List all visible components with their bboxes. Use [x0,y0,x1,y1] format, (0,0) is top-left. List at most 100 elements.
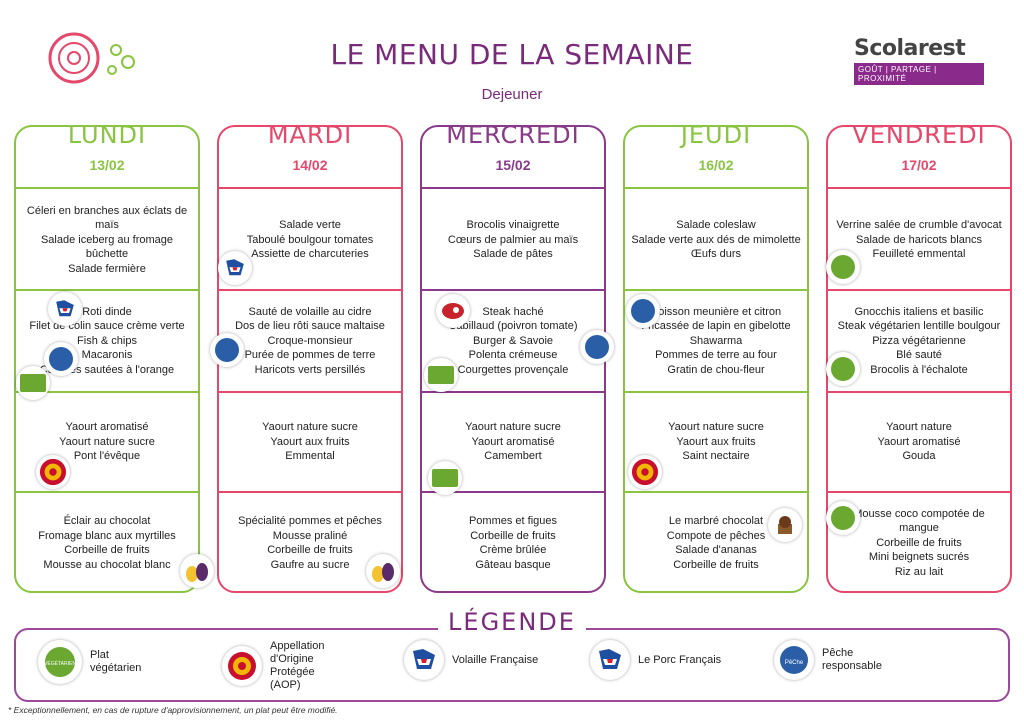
menu-item: Yaourt aromatisé [65,421,149,434]
bio-icon [428,461,462,495]
section-divider [422,391,604,393]
day-date: 13/02 [89,157,125,173]
menu-item: Cœurs de palmier au maïs [447,233,579,246]
menu-item: Salade fermière [68,262,146,275]
menu-item: Œufs durs [690,248,742,261]
menu-section-entrees: Salade coleslaw Salade verte aux dés de m… [625,191,807,289]
page-subtitle: Dejeuner [481,86,543,103]
vegetarian-icon [826,352,860,386]
menu-item: Camembert [484,450,542,463]
cake-icon [768,508,802,542]
aop-icon [222,646,262,686]
menu-section-plats: Steak haché Cabillaud (poivron tomate) Bur… [422,291,604,391]
menu-item: Éclair au chocolat [63,515,151,527]
menu-item: Haricots verts persillés [254,363,366,376]
menu-item: Salade de pâtes [473,248,553,261]
menu-item: Steak végétarien lentille boulgour [837,320,1001,333]
legend-item-porc: Le Porc Français [590,640,721,680]
menu-item: Yaourt nature sucre [668,421,764,434]
menu-item: Purée de pommes de terre [244,349,376,362]
menu-item: Yaourt aromatisé [471,435,555,448]
menu-section-plats: Gnocchis italiens et basilic Steak végéta… [828,291,1010,391]
menu-item: Brocolis à l'échalote [870,363,968,376]
section-divider [16,391,198,393]
menu-item: Riz au lait [894,565,944,578]
bio-icon [424,358,458,392]
day-name: JEUDI [674,127,758,149]
menu-item: Mousse coco compotée de mangue [853,507,985,535]
day-header: JEUDI 16/02 [625,127,807,189]
menu-item: Gouda [902,450,936,463]
menu-item: Yaourt nature sucre [262,421,358,434]
brand-logo: Scolarest GOÛT | PARTAGE | PROXIMITÉ [854,36,984,86]
menu-item: Yaourt aux fruits [270,435,350,448]
menu-section-laitiers: Yaourt nature sucre Yaourt aromatisé Camem… [422,393,604,491]
vegetarian-icon [826,250,860,284]
menu-section-entrees: Salade verte Taboulé boulgour tomates Assi… [219,191,401,289]
porc-francais-icon [48,292,82,326]
menu-section-desserts: Mousse coco compotée de mangue Corbeille … [828,493,1010,591]
menu-item: Pommes de terre au four [655,349,777,362]
menu-item: Courgettes provençale [457,363,569,376]
menu-item: Fricassée de lapin en gibelotte [641,320,791,333]
menu-item: Yaourt aux fruits [676,435,756,448]
menu-item: Salade de haricots blancs [856,233,982,246]
section-divider [422,491,604,493]
section-divider [828,391,1010,393]
menu-item: Corbeille de fruits [267,544,353,556]
menu-section-entrees: Brocolis vinaigrette Cœurs de palmier au … [422,191,604,289]
menu-item: Salade iceberg au fromage bûchette [40,233,174,261]
day-header: MERCREDI 15/02 [422,127,604,189]
day-header: LUNDI 13/02 [16,127,198,189]
section-divider [625,289,807,291]
day-name: VENDREDI [846,127,992,149]
menu-item: Yaourt aromatisé [877,435,961,448]
menu-section-laitiers: Yaourt nature sucre Yaourt aux fruits Sain… [625,393,807,491]
day-date: 14/02 [292,157,328,173]
day-header: MARDI 14/02 [219,127,401,189]
menu-section-plats: Poisson meunière et citron Fricassée de l… [625,291,807,391]
decorative-plate-icon [44,30,154,90]
menu-item: Salade coleslaw [676,219,756,232]
footnote: * Exceptionnellement, en cas de rupture … [8,705,338,715]
menu-item: Roti dinde [82,305,132,318]
menu-item: Feuilleté emmental [872,248,966,261]
menu-item: Salade verte [279,219,341,232]
menu-section-desserts: Pommes et figues Corbeille de fruits Crème… [422,493,604,591]
section-divider [828,289,1010,291]
menu-item: Croque-monsieur [267,334,353,347]
section-divider [219,289,401,291]
menu-item: Corbeille de fruits [470,529,556,542]
vegetarian-icon [826,501,860,535]
menu-section-laitiers: Yaourt nature Yaourt aromatisé Gouda [828,393,1010,491]
aop-icon [628,455,662,489]
bio-icon [16,366,50,400]
menu-item: Shawarma [689,334,743,347]
menu-item: Corbeille de fruits [876,536,962,549]
fruit-icon [180,554,214,588]
menu-item: Cabillaud (poivron tomate) [448,320,578,333]
porc-francais-icon [590,640,630,680]
menu-item: Mini beignets sucrés [868,551,970,564]
menu-item: Corbeille de fruits [64,544,150,556]
menu-item: Steak haché [482,305,544,318]
day-date: 16/02 [698,157,734,173]
legend-label: Pêche responsable [822,647,882,672]
menu-item: Gaufre au sucre [270,558,350,571]
brand-name: Scolarest [854,36,966,61]
section-divider [828,491,1010,493]
menu-item: Mousse au chocolat blanc [43,558,171,571]
menu-item: Pont l'évêque [73,450,141,463]
menu-item: Emmental [285,450,335,463]
peche-responsable-icon [580,330,614,364]
day-name: MERCREDI [440,127,586,149]
legend-label: Appellation d'Origine Protégée (AOP) [270,640,325,691]
menu-section-entrees: Céleri en branches aux éclats de maïs Sal… [16,191,198,289]
menu-item: Brocolis vinaigrette [466,219,560,232]
day-column-lundi: LUNDI 13/02 Céleri en branches aux éclats … [14,125,200,593]
menu-item: Pommes et figues [468,515,558,527]
menu-item: Polenta crémeuse [468,349,558,362]
day-date: 17/02 [901,157,937,173]
legend-item-vegetarian: VÉGÉTARIEN Plat végétarien [38,640,160,684]
menu-item: Taboulé boulgour tomates [246,233,374,246]
